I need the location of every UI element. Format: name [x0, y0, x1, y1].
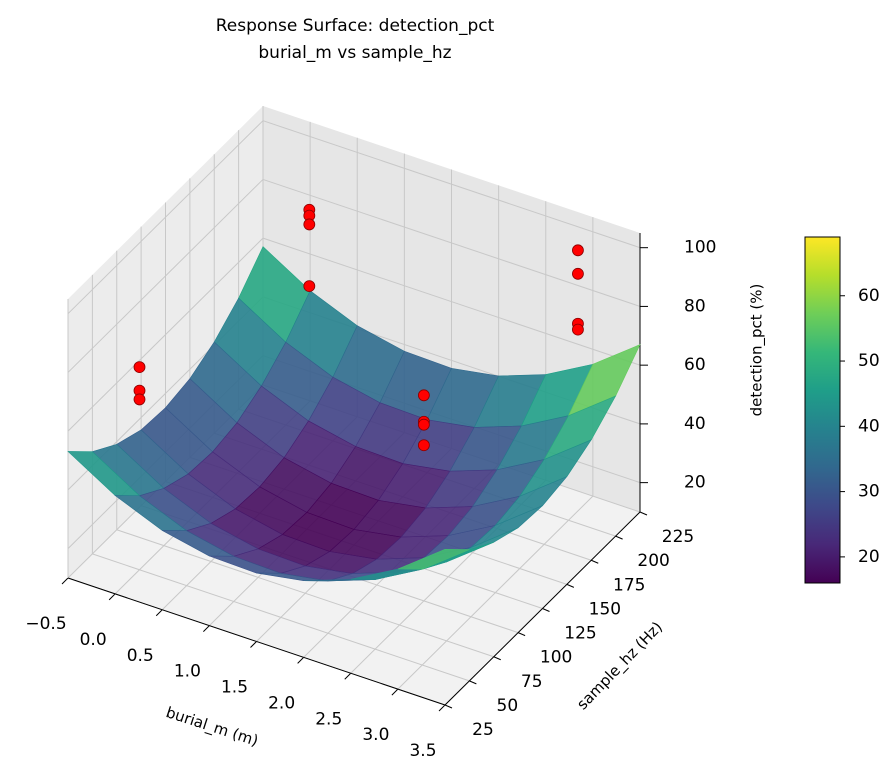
tick-mark	[108, 593, 116, 601]
data-point	[417, 439, 430, 452]
z-axis-label: detection_pct (%)	[748, 284, 767, 417]
surface-patch	[397, 549, 470, 570]
chart-title: Response Surface: detection_pct	[216, 16, 495, 36]
data-point	[417, 389, 430, 402]
data-point	[417, 418, 430, 431]
grid-line	[262, 120, 641, 249]
chart-subtitle: burial_m vs sample_hz	[258, 43, 451, 63]
grid-line	[262, 237, 641, 366]
tick-mark	[297, 657, 304, 664]
data-point	[572, 244, 584, 257]
x-tick-label: 3.5	[409, 741, 436, 761]
tick-mark	[391, 688, 399, 696]
z-tick-label: 60	[684, 355, 706, 375]
points	[133, 203, 584, 452]
tick-mark	[444, 704, 453, 709]
z-tick-label: 20	[684, 473, 706, 493]
x-axis-label: burial_m (m)	[163, 703, 260, 751]
y-tick-label: 75	[521, 672, 543, 692]
tick-mark	[469, 680, 477, 685]
data-point	[303, 218, 316, 231]
x-tick-label: −0.5	[25, 614, 66, 634]
x-tick-label: 2.5	[315, 709, 342, 729]
tick-mark	[203, 625, 210, 632]
grid-line	[262, 178, 641, 307]
colorbar-tick-label: 60	[858, 286, 880, 306]
tick-mark	[155, 609, 163, 617]
grid-line	[67, 120, 264, 315]
tick-mark	[591, 559, 599, 564]
axis-line	[67, 577, 446, 706]
colorbar: 20 30 40 50 60	[804, 236, 880, 584]
y-tick-label: 25	[472, 720, 494, 740]
x-tick-label: 3.0	[362, 725, 389, 745]
tick-mark	[542, 608, 550, 612]
grid-line	[116, 529, 494, 658]
tick-mark	[61, 577, 69, 585]
data-point	[133, 361, 146, 374]
y-tick-label: 100	[540, 648, 572, 668]
x-tick-label: 1.0	[174, 662, 201, 682]
y-tick-label: 175	[613, 575, 645, 595]
z-tick-label: 80	[684, 296, 706, 316]
x-tick-label: 2.0	[268, 693, 295, 713]
tick-mark	[639, 511, 648, 516]
colorbar-tick-label: 40	[858, 416, 880, 436]
tick-mark	[250, 641, 257, 648]
y-tick-label: 200	[637, 551, 669, 571]
y-tick-label: 50	[497, 696, 519, 716]
y-tick-label: 150	[589, 599, 621, 619]
colorbar-tick-label: 20	[858, 547, 880, 567]
grid-line	[67, 237, 264, 432]
colorbar-tick-label: 30	[858, 482, 880, 502]
tick-mark	[615, 535, 623, 540]
tick-mark	[566, 583, 575, 588]
x-tick-label: 0.0	[80, 630, 107, 650]
grid-line	[92, 553, 470, 682]
tick-mark	[438, 704, 446, 712]
x-tick-label: 0.5	[127, 646, 154, 666]
z-tick-label: 40	[684, 414, 706, 434]
tick-mark	[493, 656, 501, 661]
grid-line	[67, 179, 264, 373]
colorbar-tick-label: 50	[858, 351, 880, 371]
axis-line	[444, 511, 641, 706]
tick-mark	[517, 632, 526, 637]
y-tick-label: 225	[662, 527, 694, 547]
data-point	[303, 280, 316, 292]
data-point	[572, 323, 584, 336]
surface	[67, 246, 641, 582]
x-tick-label: 1.5	[221, 678, 248, 698]
data-point	[572, 267, 584, 280]
tick-mark	[344, 672, 352, 680]
colorbar-body	[804, 236, 841, 584]
data-point	[133, 393, 146, 406]
y-tick-label: 125	[564, 624, 596, 644]
z-tick-label: 100	[684, 238, 716, 258]
